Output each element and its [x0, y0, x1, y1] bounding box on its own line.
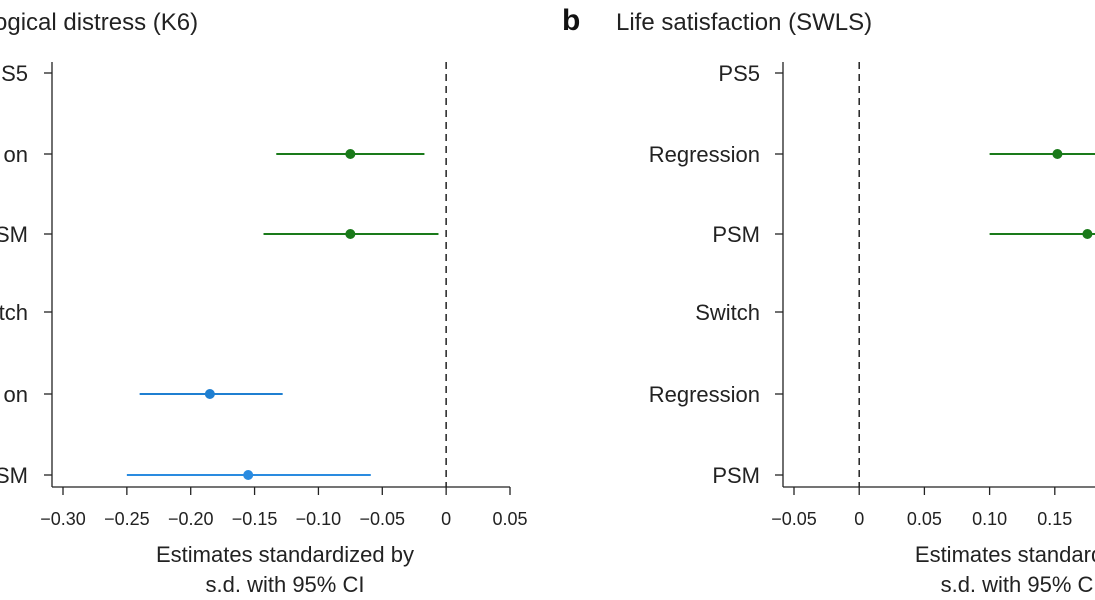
category-label: PSM: [712, 463, 760, 488]
category-label: SM: [0, 463, 28, 488]
x-axis-title: Estimates standardiz: [915, 542, 1095, 567]
estimate-point: [1052, 149, 1063, 159]
x-tick-label: 0: [441, 509, 451, 529]
estimate-point: [345, 149, 356, 159]
category-label: on: [4, 382, 28, 407]
x-tick-label: −0.30: [40, 509, 86, 529]
x-tick-label: 0.15: [1037, 509, 1072, 529]
x-tick-label: 0.05: [492, 509, 527, 529]
x-tick-label: 0.05: [907, 509, 942, 529]
x-axis-title: Estimates standardized by: [156, 542, 414, 567]
estimate-point: [204, 389, 215, 399]
category-label: PSM: [712, 222, 760, 247]
x-tick-label: −0.05: [771, 509, 817, 529]
category-label: tch: [0, 300, 28, 325]
x-tick-label: 0: [854, 509, 864, 529]
x-tick-label: −0.15: [232, 509, 278, 529]
x-axis-title: s.d. with 95% CI: [206, 572, 365, 597]
x-tick-label: −0.05: [360, 509, 406, 529]
estimate-point: [243, 470, 254, 480]
estimate-point: [345, 229, 356, 239]
category-label: PS5: [718, 61, 760, 86]
category-label: Switch: [695, 300, 760, 325]
x-axis-title: s.d. with 95% C: [941, 572, 1094, 597]
estimate-point: [1082, 229, 1093, 239]
panel-letter: b: [562, 4, 580, 37]
x-tick-label: −0.10: [296, 509, 342, 529]
category-label: SM: [0, 222, 28, 247]
category-label: Regression: [649, 142, 760, 167]
category-label: PS5: [0, 61, 28, 86]
x-tick-label: −0.25: [104, 509, 150, 529]
panel-title: ogical distress (K6): [0, 9, 198, 36]
panel-title: Life satisfaction (SWLS): [616, 9, 872, 36]
x-tick-label: −0.20: [168, 509, 214, 529]
x-tick-label: 0.10: [972, 509, 1007, 529]
category-label: Regression: [649, 382, 760, 407]
category-label: on: [4, 142, 28, 167]
